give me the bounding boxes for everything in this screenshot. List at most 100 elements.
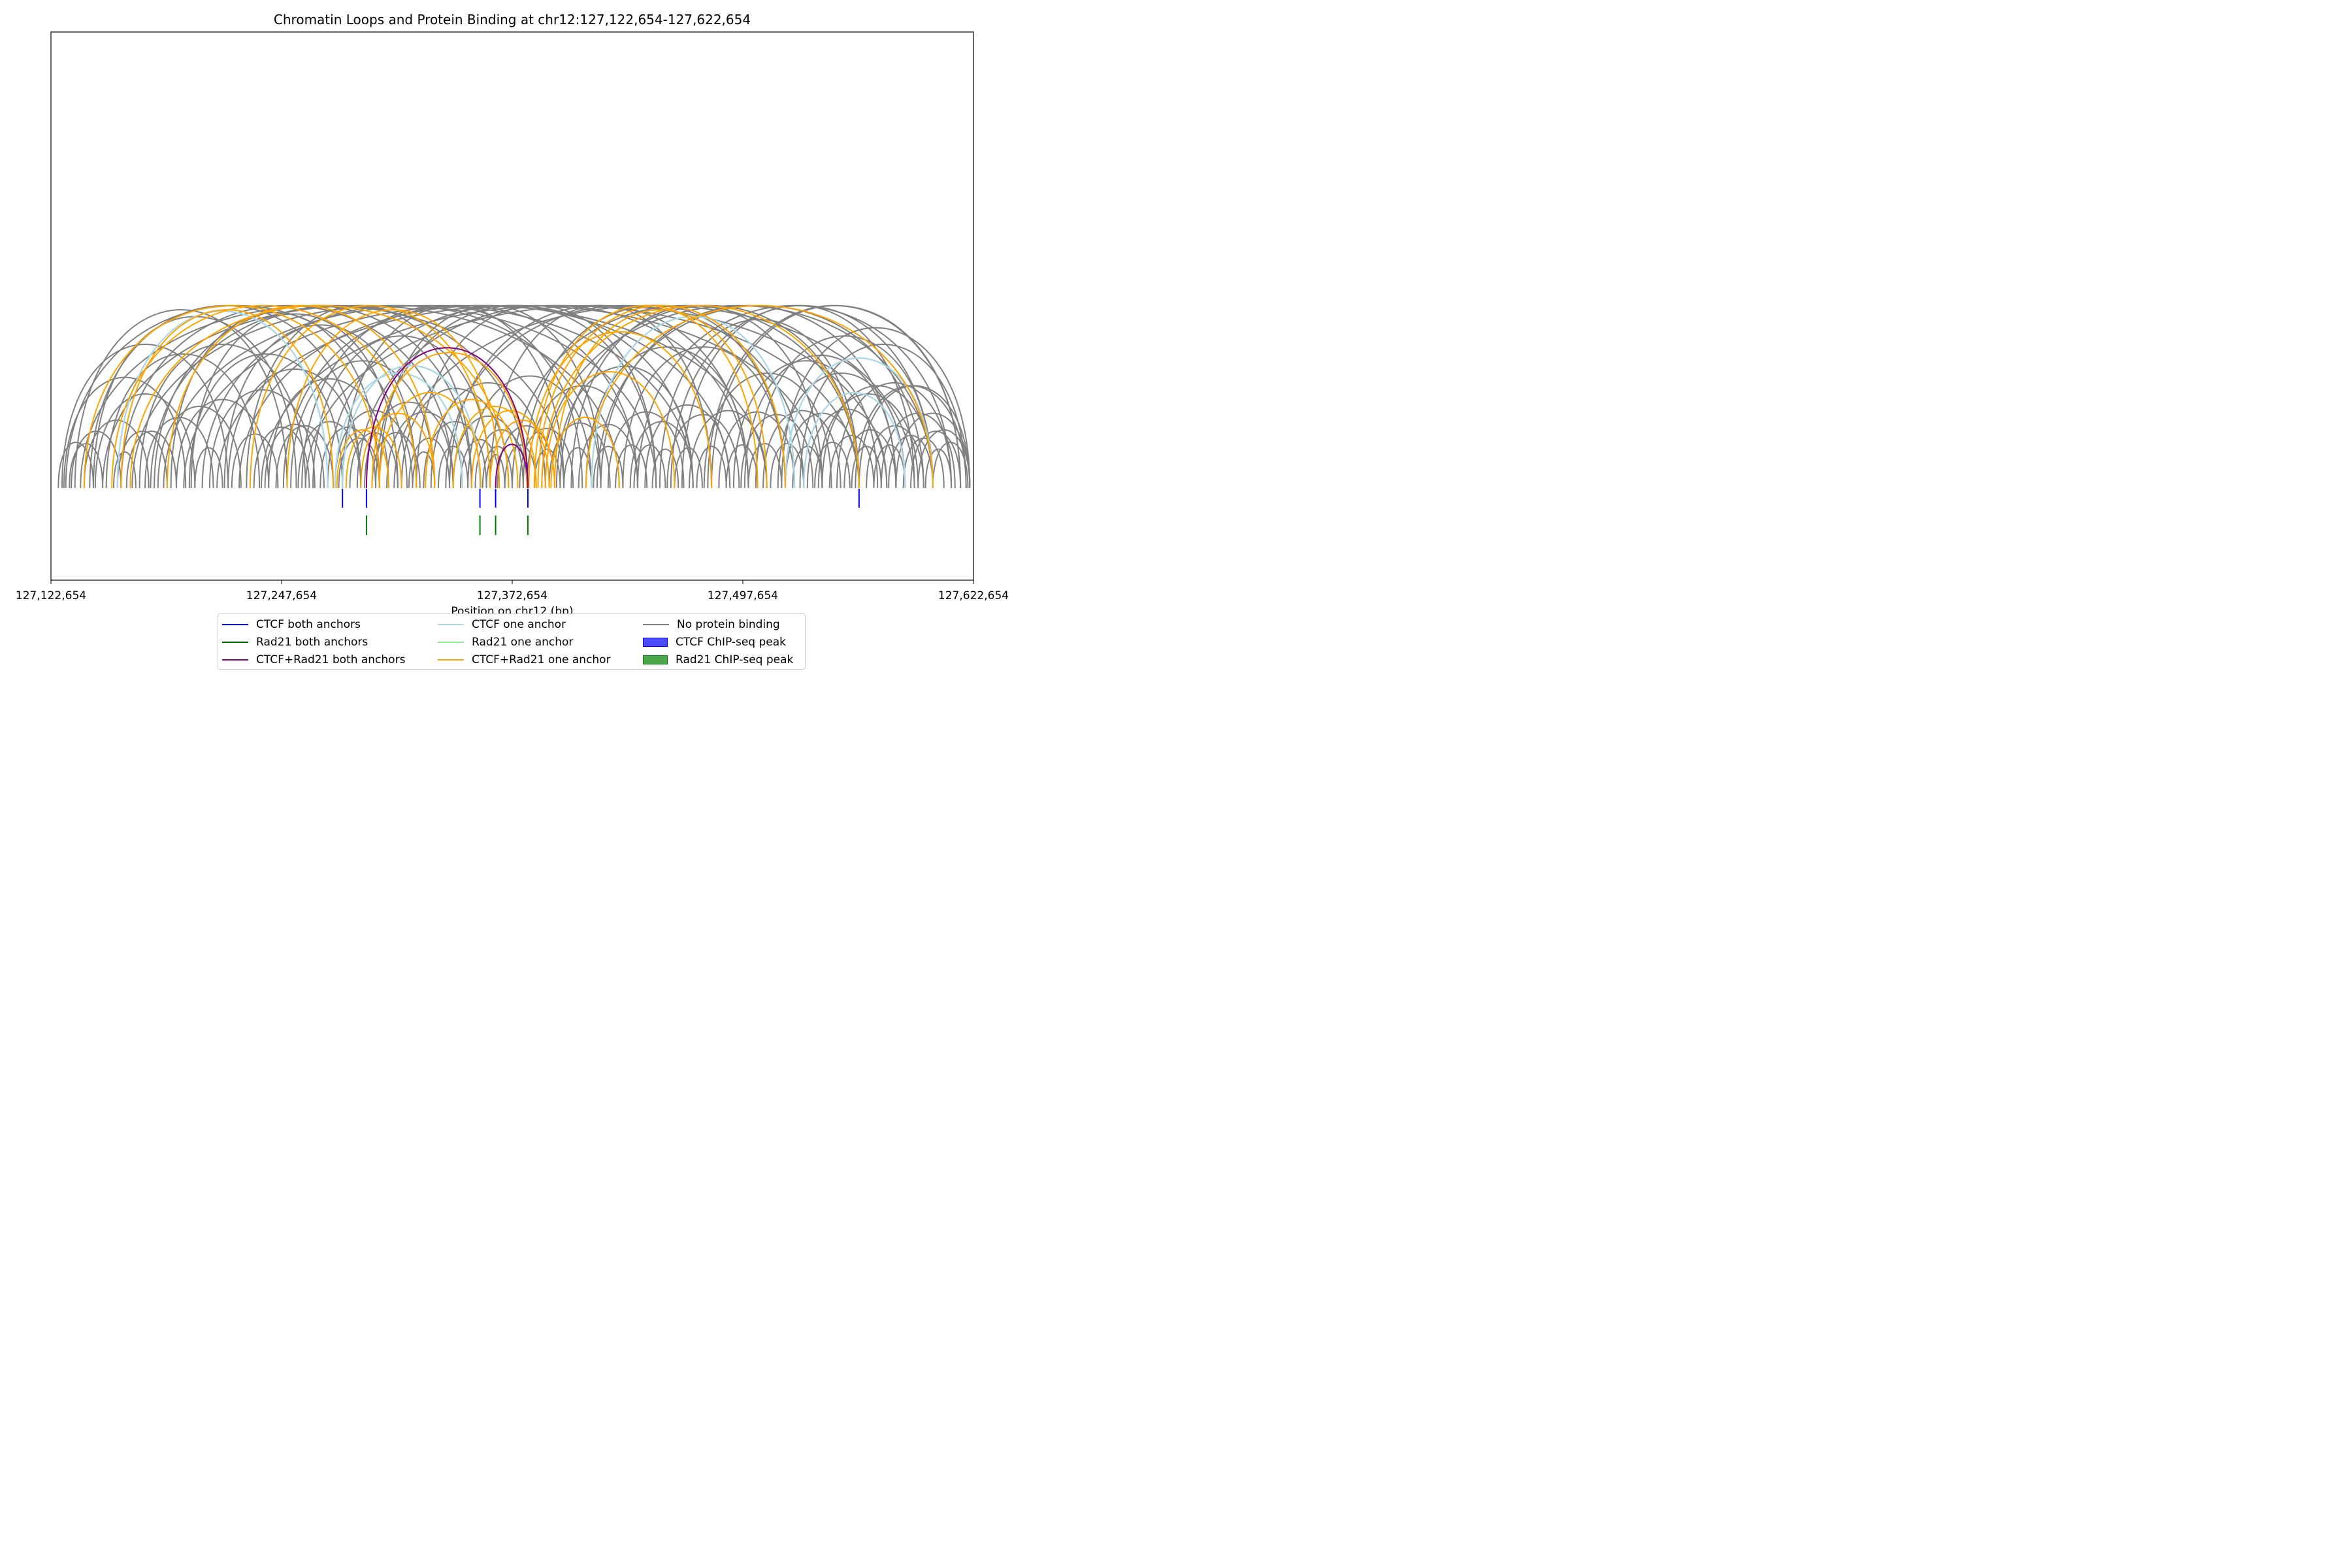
loop-arc-none (799, 344, 967, 489)
loop-arc-none (917, 429, 971, 489)
loop-arc-both-both (495, 444, 529, 489)
loop-arc-none (659, 318, 860, 489)
loop-arc-both-one (452, 405, 537, 489)
legend-swatch-ctcf-both (222, 624, 248, 625)
loop-arc-none (770, 443, 805, 489)
loop-arc-none (144, 416, 214, 489)
legend-item-ctcf-both: CTCF both anchors (222, 616, 361, 633)
chart-title: Chromatin Loops and Protein Binding at c… (274, 12, 751, 27)
loop-arc-none (851, 446, 882, 489)
legend-label-rad21-peak: Rad21 ChIP-seq peak (676, 653, 794, 666)
figure: Chromatin Loops and Protein Binding at c… (0, 0, 1019, 679)
legend-swatch-rad21-both (222, 642, 248, 643)
loop-arc-none (880, 412, 956, 489)
loop-arc-both-one (345, 426, 402, 489)
loop-arc-none (194, 447, 223, 489)
loop-arc-none (747, 443, 783, 489)
loop-arc-both-one (470, 410, 550, 489)
loop-arc-none (139, 344, 306, 489)
loop-arc-ctcf-one (803, 391, 906, 489)
loop-arc-both-one (541, 304, 860, 489)
legend-swatch-both-one (438, 659, 464, 661)
loop-arc-both-one (378, 391, 482, 489)
legend-swatch-none (643, 624, 669, 625)
loop-arc-none (696, 446, 727, 489)
legend-label-ctcf-peak: CTCF ChIP-seq peak (676, 636, 787, 649)
loop-arc-both-one (83, 304, 380, 489)
legend-label-both-one: CTCF+Rad21 one anchor (472, 653, 611, 666)
loop-arc-none (116, 431, 168, 489)
loop-arc-both-one (544, 371, 676, 489)
loop-arc-none (622, 346, 786, 489)
x-tick-label: 127,372,654 (477, 589, 547, 602)
loop-arc-both-one (528, 331, 712, 489)
x-axis: 127,122,654 127,247,654 127,372,654 127,497… (16, 580, 1009, 602)
loop-arc-none (633, 444, 666, 489)
legend-item-none: No protein binding (643, 616, 780, 633)
loop-arc-none (125, 431, 177, 489)
loop-arc-none (895, 412, 971, 489)
loop-arc-none (836, 382, 953, 489)
loop-arc-none (817, 393, 919, 489)
loop-arc-none (924, 448, 953, 489)
loop-arc-both-one (286, 309, 500, 489)
loop-arc-none (163, 304, 694, 489)
loop-arc-none (176, 399, 270, 489)
loop-arc-none (674, 447, 703, 489)
loop-arc-none (69, 443, 104, 489)
legend-item-rad21-peak: Rad21 ChIP-seq peak (643, 651, 793, 668)
loop-arc-none (644, 404, 731, 489)
loop-arc-none (201, 304, 602, 489)
legend-swatch-ctcf-one (438, 624, 464, 625)
loop-arc-both-one (554, 309, 768, 489)
x-tick-label: 127,247,654 (246, 589, 317, 602)
x-tick-label: 127,122,654 (16, 589, 86, 602)
loop-arc-none (485, 454, 506, 489)
loop-arc-none (264, 423, 325, 489)
loop-arc-none (762, 410, 841, 489)
loop-arc-none (183, 304, 768, 489)
loop-arc-none (703, 372, 832, 489)
x-tick-label: 127,622,654 (938, 589, 1009, 602)
legend-swatch-rad21-one (438, 642, 464, 643)
legend-label-rad21-one: Rad21 one anchor (472, 636, 574, 649)
loop-arc-none (275, 425, 335, 489)
loop-arc-none (290, 360, 436, 489)
legend-swatch-rad21-peak (643, 655, 668, 664)
loop-arc-none (375, 304, 657, 489)
loop-arc-none (423, 421, 487, 489)
loop-arc-both-one (166, 304, 436, 489)
loop-arc-none (828, 434, 875, 489)
legend-item-ctcf-peak: CTCF ChIP-seq peak (643, 634, 786, 651)
loop-arc-both-one (585, 304, 934, 489)
loop-arc-both-one (371, 351, 528, 489)
loop-arc-none (670, 304, 934, 489)
legend: CTCF both anchors Rad21 both anchors CTC… (218, 613, 806, 670)
peaks-layer (342, 489, 860, 535)
loop-arc-none (113, 451, 137, 489)
loop-arc-none (651, 448, 679, 489)
loop-arc-none (94, 393, 196, 489)
loop-arc-none (777, 372, 906, 489)
legend-swatch-ctcf-peak (643, 638, 668, 647)
loop-arc-none (57, 441, 94, 489)
loop-arc-none (63, 376, 187, 489)
loop-arc-none (61, 344, 229, 489)
legend-label-none: No protein binding (677, 618, 780, 631)
loop-arc-none (593, 446, 624, 489)
loop-arc-both-one (336, 429, 389, 489)
loop-arc-both-one (111, 304, 417, 489)
loop-arc-ctcf-one (784, 357, 934, 489)
loop-arc-none (707, 304, 962, 489)
loop-arc-none (689, 410, 768, 489)
loop-arc-none (83, 419, 150, 489)
loop-arc-none (781, 327, 971, 489)
loop-arc-none (814, 441, 851, 489)
loop-arc-none (338, 437, 380, 489)
chart-svg: Chromatin Loops and Protein Binding at c… (16, 12, 1009, 618)
loop-arc-none (866, 425, 924, 489)
loop-arc-both-one (533, 304, 759, 489)
loop-arc-none (563, 447, 593, 489)
loop-arc-both-one (425, 399, 519, 489)
loop-arc-none (227, 368, 362, 489)
